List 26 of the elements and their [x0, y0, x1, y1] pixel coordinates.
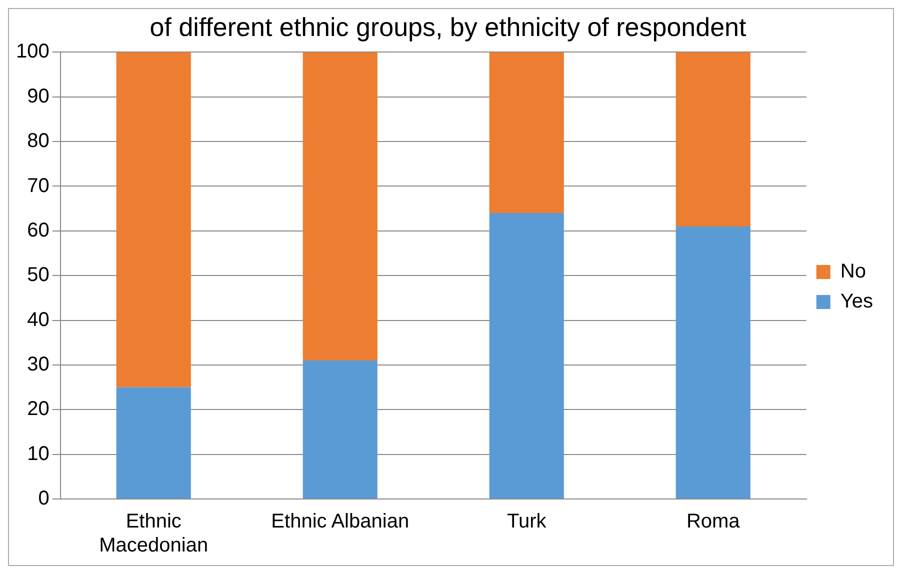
- y-tick-label: 10: [27, 442, 50, 465]
- y-tick-label: 90: [27, 85, 50, 108]
- y-tick-label: 30: [27, 353, 50, 376]
- y-tick-label: 50: [27, 264, 50, 286]
- y-tick-label: 60: [27, 219, 50, 242]
- bar: [676, 226, 750, 498]
- bar: [116, 387, 191, 498]
- y-tick-label: 0: [38, 488, 50, 510]
- y-tick-label: 20: [27, 398, 50, 420]
- bar: [302, 360, 378, 498]
- bar: [489, 52, 564, 214]
- legend-label: No: [840, 260, 866, 283]
- y-tick-label: 70: [27, 174, 50, 197]
- y-tick-label: 40: [27, 308, 50, 331]
- x-tick-label: Ethnic Macedonian: [99, 510, 208, 557]
- y-tick-label: 80: [27, 130, 50, 152]
- bar: [302, 52, 378, 360]
- bar: [676, 52, 750, 226]
- x-tick-label: Ethnic Albanian: [271, 510, 410, 533]
- legend-label: Yes: [840, 290, 874, 313]
- x-tick-label: Roma: [686, 510, 741, 533]
- chart-title: of different ethnic groups, by ethnicity of respondent: [150, 12, 747, 42]
- x-tick-label: Turk: [506, 510, 548, 533]
- y-tick-label: 100: [16, 40, 50, 63]
- bar: [489, 213, 564, 498]
- bar: [116, 52, 191, 388]
